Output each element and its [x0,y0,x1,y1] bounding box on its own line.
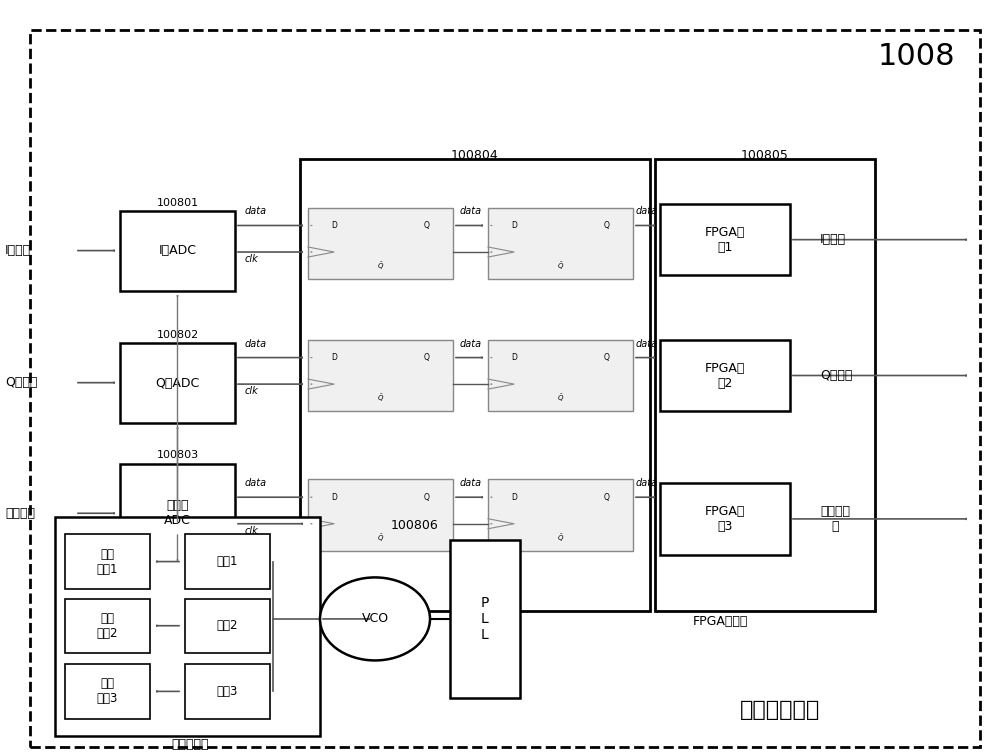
Text: clk: clk [245,526,259,536]
FancyBboxPatch shape [65,535,150,589]
Text: data: data [245,478,267,488]
Text: D: D [331,353,337,362]
Text: 误差路数
据: 误差路数 据 [820,505,850,533]
FancyBboxPatch shape [308,340,453,411]
Text: $\bar{Q}$: $\bar{Q}$ [377,260,384,272]
FancyBboxPatch shape [655,159,875,612]
Circle shape [320,578,430,661]
FancyBboxPatch shape [65,664,150,719]
Text: 时钟产生器: 时钟产生器 [171,738,209,751]
Text: data: data [245,206,267,217]
Text: $\bar{Q}$: $\bar{Q}$ [557,260,564,272]
Text: 时延匹配电路: 时延匹配电路 [740,699,820,720]
Text: 误差路
ADC: 误差路 ADC [164,499,191,527]
Text: data: data [245,338,267,349]
Text: data: data [459,338,482,349]
Text: 100805: 100805 [741,149,789,162]
Text: 分频1: 分频1 [217,555,238,568]
Text: data: data [459,206,482,217]
Text: $\bar{Q}$: $\bar{Q}$ [377,393,384,404]
FancyBboxPatch shape [450,540,520,698]
Text: FPGA延
迟2: FPGA延 迟2 [705,362,745,390]
FancyBboxPatch shape [55,517,320,736]
Text: 100804: 100804 [451,149,499,162]
FancyBboxPatch shape [660,204,790,276]
Text: clk: clk [245,254,259,264]
FancyBboxPatch shape [660,483,790,555]
Text: Q: Q [424,493,430,502]
Text: 数据同步器: 数据同步器 [371,615,409,628]
Text: clk: clk [245,387,259,396]
Text: Q路数据: Q路数据 [820,369,852,382]
Text: 时钟
延迟2: 时钟 延迟2 [97,612,118,639]
Text: Q: Q [424,221,430,230]
Text: D: D [331,493,337,502]
FancyBboxPatch shape [120,464,235,562]
FancyBboxPatch shape [65,599,150,653]
Text: I路ADC: I路ADC [158,245,196,257]
FancyBboxPatch shape [185,664,270,719]
Text: 100803: 100803 [156,451,199,461]
Text: I路数据: I路数据 [820,233,846,246]
Text: 分频3: 分频3 [217,685,238,698]
Text: data: data [635,206,658,217]
FancyBboxPatch shape [185,599,270,653]
Text: data: data [635,338,658,349]
Text: 1008: 1008 [877,42,955,70]
FancyBboxPatch shape [120,211,235,291]
FancyBboxPatch shape [300,159,650,612]
Text: data: data [635,478,658,488]
Text: Q路信号: Q路信号 [5,376,37,389]
Text: D: D [331,221,337,230]
Text: 分频2: 分频2 [217,619,238,632]
FancyBboxPatch shape [488,208,633,279]
FancyBboxPatch shape [308,479,453,551]
FancyBboxPatch shape [30,30,980,747]
Text: D: D [511,221,517,230]
Text: Q: Q [604,221,610,230]
Text: D: D [511,353,517,362]
FancyBboxPatch shape [185,535,270,589]
Text: Q: Q [604,493,610,502]
Text: Q路ADC: Q路ADC [155,377,200,390]
Text: D: D [511,493,517,502]
Text: Q: Q [604,353,610,362]
Text: 100801: 100801 [156,198,199,208]
Text: P
L
L: P L L [481,596,489,643]
Text: $\bar{Q}$: $\bar{Q}$ [557,393,564,404]
Text: $\bar{Q}$: $\bar{Q}$ [557,532,564,544]
FancyBboxPatch shape [660,340,790,411]
FancyBboxPatch shape [488,479,633,551]
Text: FPGA延
迟1: FPGA延 迟1 [705,226,745,254]
Text: VCO: VCO [361,612,389,625]
FancyBboxPatch shape [488,340,633,411]
Text: FPGA延
迟3: FPGA延 迟3 [705,505,745,533]
FancyBboxPatch shape [120,344,235,423]
Text: 时钟
延迟1: 时钟 延迟1 [97,547,118,575]
Text: 100806: 100806 [391,519,439,532]
Text: Q: Q [424,353,430,362]
Text: I路信号: I路信号 [5,244,31,257]
Text: 误差信号: 误差信号 [5,507,35,519]
FancyBboxPatch shape [308,208,453,279]
Text: data: data [459,478,482,488]
Text: $\bar{Q}$: $\bar{Q}$ [377,532,384,544]
Text: 时钟
延迟3: 时钟 延迟3 [97,677,118,705]
Text: 100802: 100802 [156,330,199,340]
Text: FPGA延迟器: FPGA延迟器 [692,615,748,628]
